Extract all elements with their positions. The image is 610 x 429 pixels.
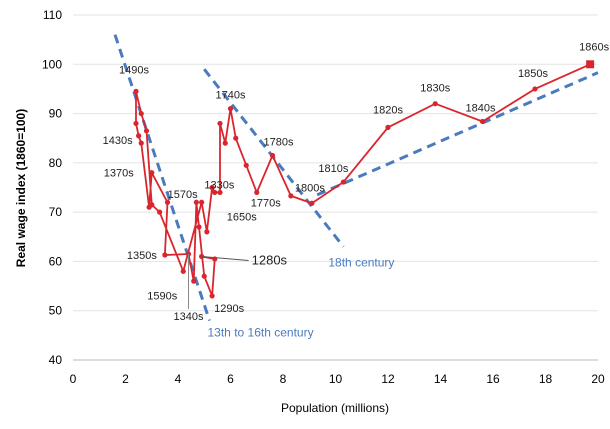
data-point bbox=[138, 110, 144, 117]
y-tick-label: 40 bbox=[49, 353, 63, 367]
data-point bbox=[149, 170, 155, 176]
x-tick-label: 14 bbox=[434, 372, 448, 386]
data-point bbox=[254, 189, 260, 196]
x-tick-labels: 0 2 4 6 8 10 12 14 16 18 20 bbox=[70, 372, 605, 386]
data-point bbox=[227, 106, 234, 112]
data-point bbox=[149, 202, 155, 208]
x-tick-label: 10 bbox=[329, 372, 343, 386]
data-point bbox=[201, 273, 207, 279]
decade-label: 1570s bbox=[168, 189, 198, 201]
data-point bbox=[180, 268, 186, 274]
data-point bbox=[199, 199, 205, 205]
data-point bbox=[196, 224, 202, 230]
leader-line bbox=[201, 256, 249, 261]
decade-label: 1840s bbox=[466, 102, 496, 114]
decade-label: 1820s bbox=[373, 104, 403, 116]
data-point bbox=[193, 199, 199, 205]
data-point bbox=[209, 293, 215, 299]
data-point bbox=[212, 189, 218, 196]
data-point bbox=[136, 133, 142, 139]
data-point bbox=[309, 200, 315, 206]
y-tick-label: 100 bbox=[42, 57, 62, 71]
decade-label: 1430s bbox=[103, 135, 133, 147]
y-tick-label: 60 bbox=[49, 254, 63, 268]
x-tick-label: 0 bbox=[70, 372, 77, 386]
x-tick-label: 16 bbox=[486, 372, 500, 386]
data-point bbox=[432, 101, 438, 107]
data-point bbox=[288, 193, 294, 199]
data-point bbox=[157, 209, 163, 215]
decade-label: 1590s bbox=[147, 290, 177, 302]
decade-label: 1280s bbox=[252, 253, 288, 268]
data-point bbox=[222, 140, 228, 146]
data-point bbox=[586, 60, 595, 69]
y-tick-label: 90 bbox=[49, 107, 63, 121]
data-point bbox=[217, 120, 223, 127]
y-tick-label: 80 bbox=[49, 156, 63, 170]
decade-label: 1810s bbox=[318, 163, 348, 175]
y-tick-label: 50 bbox=[49, 304, 63, 318]
data-point bbox=[269, 152, 276, 159]
data-point bbox=[164, 199, 171, 205]
trend-lines: 13th to 16th century 18th century bbox=[113, 34, 599, 340]
x-tick-label: 6 bbox=[227, 372, 234, 386]
data-point bbox=[209, 184, 215, 191]
data-point bbox=[479, 118, 486, 125]
data-point bbox=[162, 252, 168, 258]
data-point bbox=[340, 179, 346, 185]
x-axis-label: Population (millions) bbox=[281, 401, 389, 415]
decade-label: 1330s bbox=[204, 179, 234, 191]
y-tick-label: 70 bbox=[49, 205, 63, 219]
decade-label: 1490s bbox=[119, 64, 149, 76]
data-point bbox=[233, 135, 239, 141]
decade-label: 1350s bbox=[127, 250, 157, 262]
x-tick-label: 18 bbox=[539, 372, 553, 386]
data-point bbox=[133, 88, 139, 94]
y-tick-label: 110 bbox=[43, 8, 62, 22]
x-tick-label: 12 bbox=[381, 372, 395, 386]
wage-series bbox=[133, 60, 595, 299]
data-point bbox=[243, 162, 249, 168]
decade-label: 1370s bbox=[104, 168, 134, 180]
decade-label: 1740s bbox=[216, 90, 246, 102]
data-point bbox=[204, 229, 210, 235]
decade-label: 1650s bbox=[227, 211, 257, 223]
data-point bbox=[191, 278, 197, 284]
x-tick-label: 2 bbox=[122, 372, 129, 386]
decade-label: 1850s bbox=[518, 68, 548, 80]
data-point bbox=[217, 189, 223, 196]
decade-label: 1340s bbox=[174, 311, 204, 323]
data-point bbox=[138, 140, 144, 146]
data-point bbox=[143, 128, 150, 134]
decade-labels: 1280s 1290s 1330s 1340s 1350s 1370s 1430s 1490s… bbox=[103, 41, 610, 323]
data-point bbox=[532, 86, 538, 92]
decade-label: 1290s bbox=[214, 303, 244, 315]
x-tick-label: 8 bbox=[280, 372, 287, 386]
trend-line-label: 18th century bbox=[328, 256, 394, 270]
x-tick-label: 4 bbox=[175, 372, 182, 386]
decade-label: 1780s bbox=[264, 136, 294, 148]
trend-line bbox=[113, 34, 211, 322]
data-point bbox=[133, 120, 139, 127]
decade-label: 1860s bbox=[579, 41, 609, 53]
decade-label: 1770s bbox=[251, 197, 281, 209]
data-point bbox=[185, 251, 192, 257]
decade-label: 1800s bbox=[295, 182, 325, 194]
y-tick-labels: 40 50 60 70 80 90 100 110 bbox=[42, 8, 62, 367]
x-tick-label: 20 bbox=[591, 372, 605, 386]
y-axis-label: Real wage index (1860=100) bbox=[14, 109, 28, 267]
data-point bbox=[385, 124, 391, 130]
decade-label: 1830s bbox=[420, 83, 450, 95]
trend-line-label: 13th to 16th century bbox=[208, 326, 314, 340]
trend-line bbox=[316, 71, 599, 197]
